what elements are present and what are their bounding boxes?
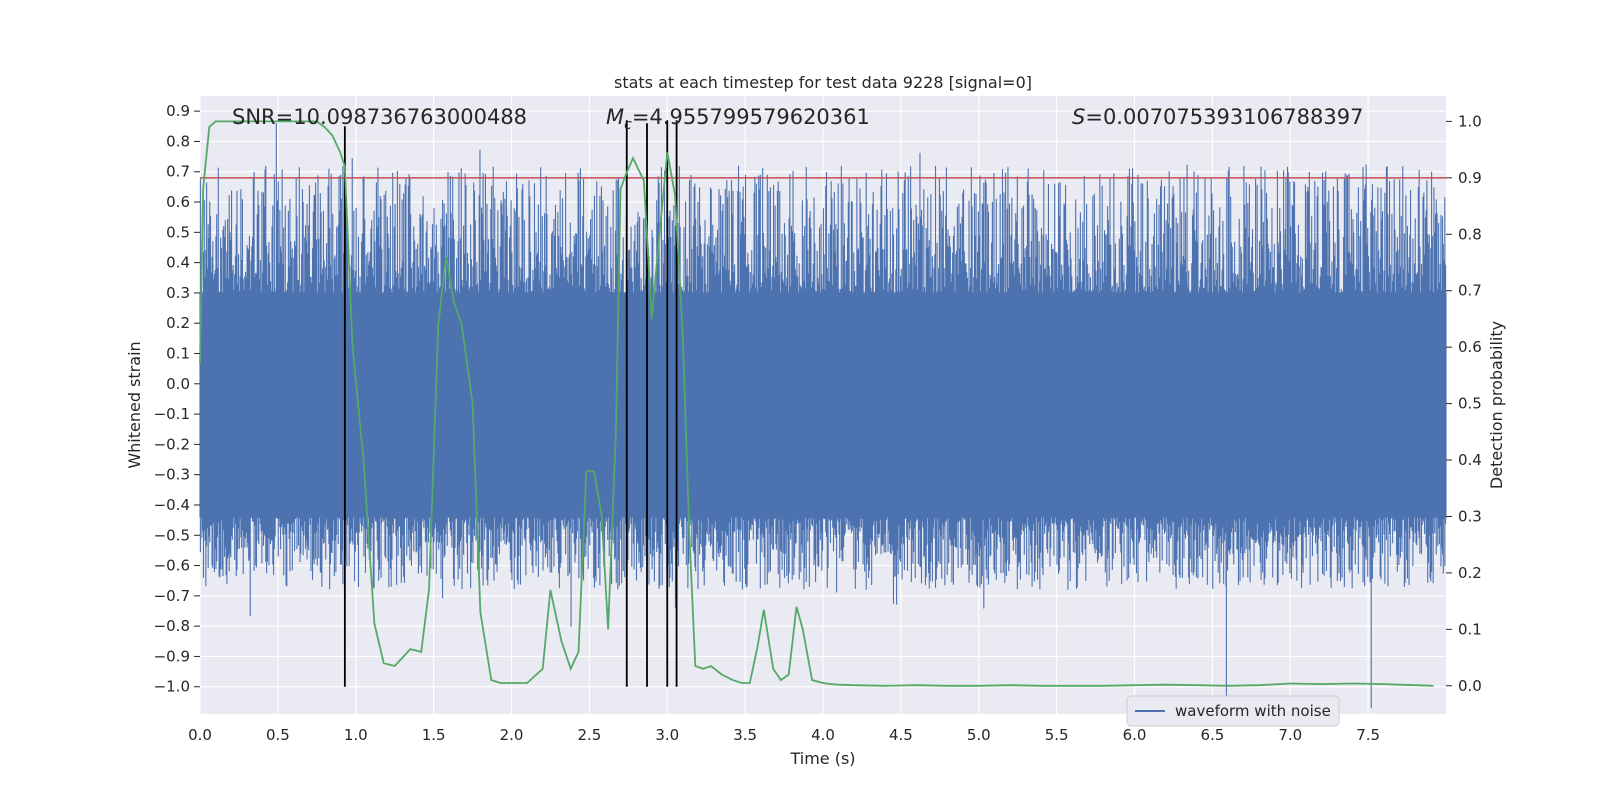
x-tick-label: 2.5 bbox=[577, 726, 601, 744]
x-tick-label: 1.5 bbox=[422, 726, 446, 744]
y2-tick-labels: 1.0 0.9 0.8 0.7 0.6 0.5 0.4 0.3 0.2 0.1 0.0 bbox=[1446, 112, 1482, 695]
y2-tick-label: 0.6 bbox=[1458, 338, 1482, 356]
waveform-trace bbox=[199, 123, 1447, 711]
y2-tick-label: 0.3 bbox=[1458, 507, 1482, 525]
y2-tick-label: 0.1 bbox=[1458, 620, 1482, 638]
y-axis-label: Whitened strain bbox=[125, 341, 144, 468]
x-tick-label: 7.0 bbox=[1278, 726, 1302, 744]
y-tick-label: 0.2 bbox=[166, 314, 190, 332]
y-tick-label: 0.4 bbox=[166, 254, 190, 272]
y2-tick-label: 0.7 bbox=[1458, 282, 1482, 300]
x-tick-label: 2.0 bbox=[500, 726, 524, 744]
y-tick-label: 0.8 bbox=[166, 132, 190, 150]
s-annotation: S=0.007075393106788397 bbox=[1072, 105, 1363, 129]
y-tick-label: −0.3 bbox=[154, 466, 190, 484]
x-tick-labels: 0.0 0.5 1.0 1.5 2.0 2.5 3.0 3.5 4.0 4.5 5.0 5.5 6.0 6… bbox=[188, 726, 1380, 744]
x-tick-label: 5.0 bbox=[967, 726, 991, 744]
y-tick-label: −1.0 bbox=[154, 678, 190, 696]
legend-box bbox=[1126, 695, 1340, 727]
y-tick-label: −0.9 bbox=[154, 647, 190, 665]
chirp-mass-symbol: M bbox=[606, 105, 624, 129]
y2-tick-label: 0.5 bbox=[1458, 395, 1482, 413]
x-axis-label: Time (s) bbox=[789, 749, 855, 768]
waveform-series bbox=[199, 123, 1447, 711]
y-tick-label: −0.1 bbox=[154, 405, 190, 423]
chart-title: stats at each timestep for test data 922… bbox=[614, 73, 1032, 92]
y-tick-label: −0.5 bbox=[154, 526, 190, 544]
legend-label: waveform with noise bbox=[1175, 702, 1331, 720]
y-tick-label: 0.1 bbox=[166, 345, 190, 363]
y2-axis-label: Detection probability bbox=[1487, 321, 1506, 489]
x-tick-label: 7.5 bbox=[1356, 726, 1380, 744]
y2-tick-label: 0.9 bbox=[1458, 169, 1482, 187]
y-tick-label: −0.8 bbox=[154, 617, 190, 635]
y2-tick-label: 0.0 bbox=[1458, 677, 1482, 695]
x-tick-label: 4.0 bbox=[811, 726, 835, 744]
chirp-mass-value: =4.955799579620361 bbox=[632, 105, 870, 129]
y-tick-label: 0.6 bbox=[166, 193, 190, 211]
s-value: =0.007075393106788397 bbox=[1085, 105, 1363, 129]
x-tick-label: 0.5 bbox=[266, 726, 290, 744]
y-tick-label: 0.3 bbox=[166, 284, 190, 302]
y-tick-label: 0.9 bbox=[166, 102, 190, 120]
y-tick-labels: 0.9 0.8 0.7 0.6 0.5 0.4 0.3 0.2 0.1 0.0 −0.1 −0.2 −0… bbox=[154, 102, 200, 696]
x-tick-label: 3.0 bbox=[655, 726, 679, 744]
x-tick-label: 0.0 bbox=[188, 726, 212, 744]
y-tick-label: −0.2 bbox=[154, 435, 190, 453]
y2-tick-label: 0.8 bbox=[1458, 225, 1482, 243]
x-tick-label: 6.0 bbox=[1123, 726, 1147, 744]
legend: waveform with noise bbox=[1126, 695, 1340, 727]
y-tick-label: 0.0 bbox=[166, 375, 190, 393]
chirp-mass-subscript: c bbox=[624, 117, 632, 133]
detection-probability-line bbox=[199, 120, 1434, 687]
x-tick-label: 6.5 bbox=[1200, 726, 1224, 744]
y2-tick-label: 1.0 bbox=[1458, 112, 1482, 130]
y-tick-label: −0.7 bbox=[154, 587, 190, 605]
y-tick-label: −0.6 bbox=[154, 557, 190, 575]
y2-tick-label: 0.2 bbox=[1458, 564, 1482, 582]
y2-tick-label: 0.4 bbox=[1458, 451, 1482, 469]
snr-annotation: SNR=10.098736763000488 bbox=[232, 105, 527, 129]
x-tick-label: 1.0 bbox=[344, 726, 368, 744]
chirp-mass-annotation: Mc=4.955799579620361 bbox=[606, 105, 870, 133]
y-tick-label: 0.7 bbox=[166, 163, 190, 181]
y-tick-label: −0.4 bbox=[154, 496, 190, 514]
x-tick-label: 3.5 bbox=[733, 726, 757, 744]
x-tick-label: 4.5 bbox=[889, 726, 913, 744]
s-symbol: S bbox=[1072, 105, 1085, 129]
y-tick-label: 0.5 bbox=[166, 223, 190, 241]
x-tick-label: 5.5 bbox=[1045, 726, 1069, 744]
